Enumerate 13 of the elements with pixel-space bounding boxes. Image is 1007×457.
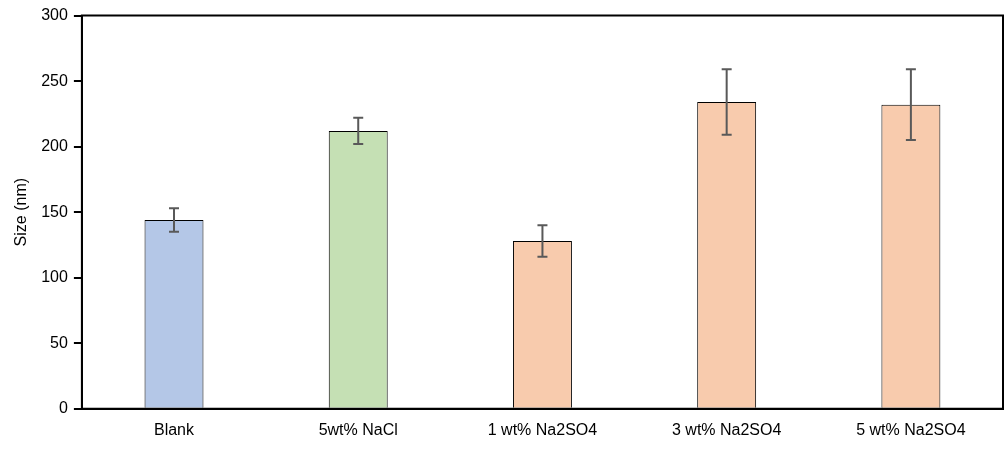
y-axis-title: Size (nm): [12, 177, 30, 247]
x-tick-label: Blank: [153, 420, 196, 438]
x-tick-label: 5 wt% Na2SO4: [856, 420, 966, 438]
y-tick-label: 0: [58, 399, 68, 417]
y-tick-label: 100: [41, 268, 68, 286]
x-tick-label: 1 wt% Na2SO4: [487, 420, 598, 438]
x-tick-label: 3 wt% Na2SO4: [671, 420, 782, 438]
y-tick-label: 50: [50, 333, 68, 351]
y-tick-label: 150: [41, 202, 68, 220]
x-tick-label: 5wt% NaCl: [318, 420, 398, 438]
y-tick-label: 300: [41, 6, 68, 24]
y-tick-label: 200: [41, 137, 68, 155]
y-tick-label: 250: [41, 71, 68, 89]
